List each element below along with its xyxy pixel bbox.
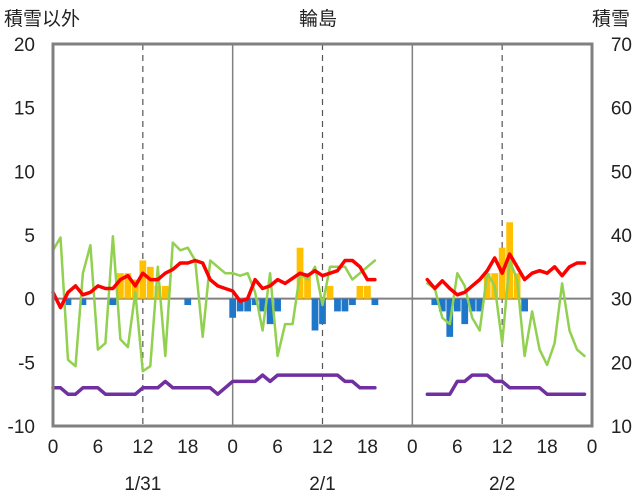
precip-bar-negative xyxy=(319,298,326,325)
x-hour-label: 18 xyxy=(357,437,378,458)
left-tick-label: -5 xyxy=(18,353,35,374)
x-hour-label: 12 xyxy=(132,437,153,458)
precip-bar-negative xyxy=(453,298,461,312)
green_series-line xyxy=(426,259,586,367)
precip-bar-negative xyxy=(79,298,87,306)
snow_depth-line xyxy=(51,373,377,396)
precip-bar-negative xyxy=(109,298,117,306)
precip-bar-positive xyxy=(117,273,124,299)
precip-bar-negative xyxy=(431,298,439,306)
x-hour-label: 0 xyxy=(407,437,418,458)
precip-bar-positive xyxy=(146,266,154,299)
precip-bar-positive xyxy=(356,285,364,299)
x-hour-label: 0 xyxy=(587,437,598,458)
x-hour-label: 6 xyxy=(452,437,463,458)
precip-bar-positive xyxy=(364,285,371,299)
right-tick-label: 10 xyxy=(611,417,632,438)
precip-bar-negative xyxy=(266,298,274,325)
plot-frame xyxy=(51,42,594,428)
chart-title: 輪島 xyxy=(299,8,337,30)
plot-border xyxy=(51,42,594,428)
precip-bar-positive xyxy=(161,285,169,299)
green_series-line xyxy=(51,235,377,373)
precip-bar-positive xyxy=(326,285,334,299)
precip-bar-positive xyxy=(483,273,491,299)
left-tick-label: 10 xyxy=(14,162,35,183)
left-tick-label: 5 xyxy=(24,226,35,247)
x-hour-label: 18 xyxy=(537,437,558,458)
precip-bar-negative xyxy=(461,298,469,325)
right-tick-label: 50 xyxy=(611,162,632,183)
x-hour-label: 0 xyxy=(48,437,59,458)
precip-bar-negative xyxy=(311,298,319,331)
right-tick-label: 40 xyxy=(611,226,632,247)
x-hour-label: 6 xyxy=(272,437,283,458)
precip-bar-positive xyxy=(124,273,132,299)
snow_depth-line xyxy=(425,373,587,396)
temperature-line xyxy=(51,258,377,310)
left-axis-label: 積雪以外 xyxy=(4,8,80,30)
temperature-line xyxy=(425,252,587,297)
date-label: 1/31 xyxy=(124,474,161,495)
precip-bar-positive xyxy=(131,279,139,299)
right-tick-label: 70 xyxy=(611,35,632,56)
precip-bar-positive xyxy=(139,260,147,299)
precip-bar-negative xyxy=(371,298,379,306)
precip-bar-positive xyxy=(154,285,162,299)
precip-bar-negative xyxy=(476,298,484,312)
precip-bar-negative xyxy=(64,298,72,306)
date-label: 2/1 xyxy=(309,474,335,495)
precip-bar-negative xyxy=(259,298,266,312)
precip-bar-negative xyxy=(468,298,476,312)
precip-bar-positive xyxy=(304,273,311,299)
precip-bar-negative xyxy=(334,298,341,312)
precip-bar-negative xyxy=(521,298,528,312)
precip-bar-negative xyxy=(341,298,349,312)
series-lines xyxy=(51,235,587,396)
precipitation-bars xyxy=(64,222,528,337)
x-hour-label: 6 xyxy=(93,437,104,458)
x-hour-label: 12 xyxy=(492,437,513,458)
precip-bar-negative xyxy=(244,298,252,312)
left-tick-label: 0 xyxy=(24,290,35,311)
precip-bar-negative xyxy=(229,298,237,318)
right-tick-label: 30 xyxy=(611,290,632,311)
precip-bar-negative xyxy=(438,298,446,312)
precip-bar-negative xyxy=(251,298,259,306)
precip-bar-negative xyxy=(349,298,356,306)
right-tick-label: 20 xyxy=(611,353,632,374)
date-label: 2/2 xyxy=(489,474,515,495)
x-hour-label: 12 xyxy=(312,437,333,458)
left-tick-label: 20 xyxy=(14,35,35,56)
right-tick-label: 60 xyxy=(611,99,632,120)
x-hour-label: 0 xyxy=(227,437,238,458)
precip-bar-negative xyxy=(236,298,244,312)
x-hour-label: 18 xyxy=(177,437,198,458)
right-axis-label: 積雪 xyxy=(592,8,630,30)
left-tick-label: -10 xyxy=(8,417,35,438)
precip-bar-negative xyxy=(184,298,192,306)
precip-bar-negative xyxy=(274,298,281,312)
left-tick-label: 15 xyxy=(14,99,35,120)
